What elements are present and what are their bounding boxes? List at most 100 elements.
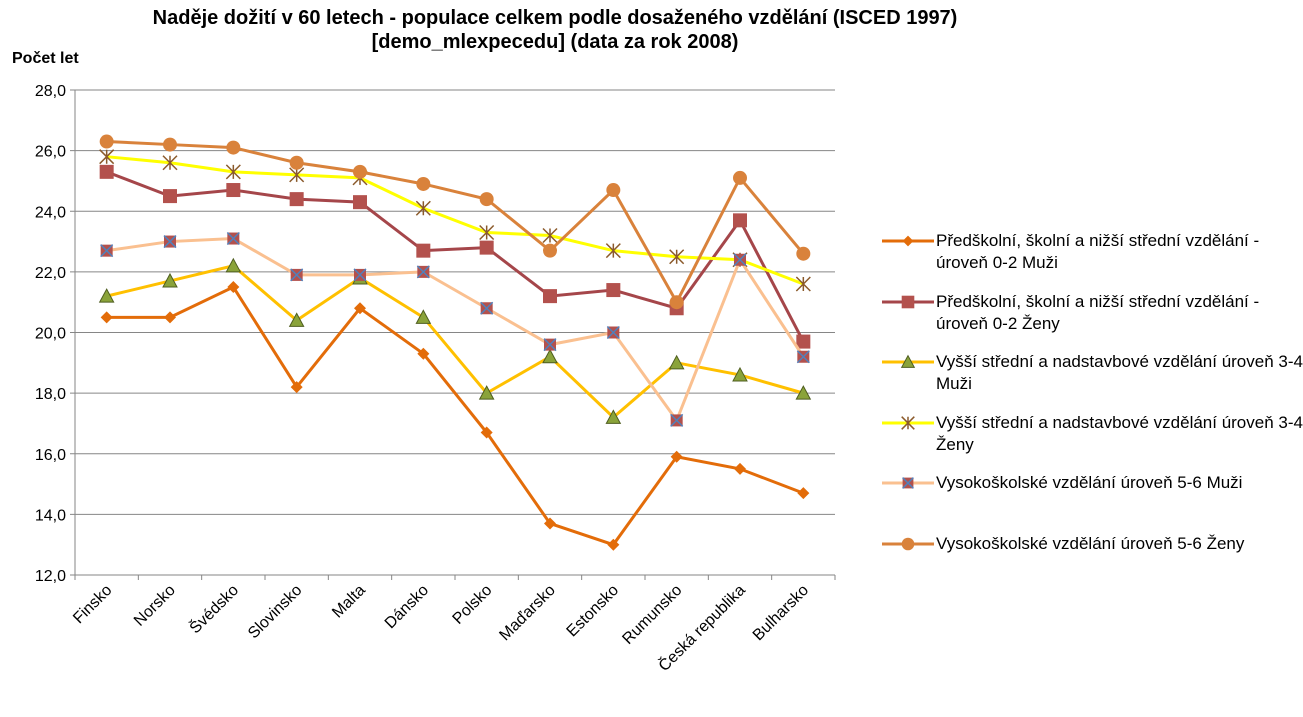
marker (902, 477, 914, 489)
marker (163, 137, 177, 152)
marker (902, 235, 914, 247)
legend: Předškolní, školní a nižší střední vzděl… (880, 230, 1303, 593)
marker-shape (478, 385, 495, 400)
marker (479, 240, 494, 255)
marker-shape (607, 538, 620, 551)
marker-shape (100, 244, 114, 258)
marker (288, 312, 305, 327)
marker (354, 302, 366, 315)
marker (480, 301, 494, 315)
marker (543, 338, 557, 352)
series-line (106, 285, 804, 547)
y-axis-label: Počet let (12, 50, 79, 67)
y-tick-label: 22,0 (35, 265, 66, 282)
legend-item: Vyšší střední a nadstavbové vzdělání úro… (880, 412, 1303, 473)
marker-shape (99, 149, 115, 165)
marker (416, 243, 431, 258)
x-tick-label: Polsko (450, 582, 496, 628)
marker (670, 413, 684, 427)
marker-shape (733, 213, 747, 228)
marker (901, 295, 915, 308)
marker (162, 272, 178, 288)
marker (605, 243, 621, 259)
y-tick-label: 16,0 (35, 447, 66, 464)
legend-label: Vyšší střední a nadstavbové vzdělání úro… (936, 352, 1303, 393)
legend-swatch (882, 415, 934, 430)
marker-shape (225, 164, 241, 180)
marker-shape (606, 183, 621, 198)
series-line (106, 264, 804, 420)
legend-item: Předškolní, školní a nižší střední vzděl… (880, 291, 1303, 352)
marker (164, 311, 176, 324)
legend-swatch (882, 537, 934, 550)
marker-shape (795, 276, 811, 292)
marker-shape (670, 450, 683, 463)
marker-shape (162, 155, 178, 171)
marker (797, 487, 810, 500)
marker-shape (670, 413, 684, 427)
marker-shape (290, 268, 304, 282)
x-tick-label: Malta (329, 582, 369, 622)
legend-label: Vysokoškolské vzdělání úroveň 5-6 Muži (936, 473, 1243, 492)
marker (416, 265, 430, 279)
marker (163, 189, 177, 204)
marker-shape (226, 140, 241, 155)
marker-shape (416, 176, 431, 191)
marker-shape (417, 347, 430, 360)
marker (163, 235, 177, 249)
marker (544, 517, 556, 530)
marker (100, 311, 113, 324)
marker (901, 537, 915, 550)
marker-shape (288, 312, 305, 327)
marker-shape (795, 385, 812, 400)
series-line (106, 170, 805, 343)
marker-shape (605, 409, 622, 424)
marker (606, 325, 620, 340)
marker-shape (163, 189, 177, 204)
marker (353, 164, 367, 179)
x-tick-label: Maďarsko (496, 582, 558, 644)
marker (734, 462, 746, 475)
y-tick-label: 18,0 (35, 386, 66, 403)
marker (353, 195, 367, 210)
legend-swatch (882, 354, 934, 368)
legend-swatch (882, 235, 934, 247)
marker (417, 347, 430, 360)
marker (415, 200, 431, 216)
marker (227, 281, 240, 294)
marker (543, 289, 557, 304)
y-tick-label: 12,0 (35, 568, 66, 585)
marker-shape (289, 167, 305, 183)
marker-shape (225, 257, 242, 273)
series-line (106, 237, 805, 424)
legend-label: Vysokoškolské vzdělání úroveň 5-6 Ženy (936, 533, 1245, 553)
y-tick-label: 24,0 (35, 204, 66, 221)
marker-shape (162, 272, 178, 288)
marker-shape (415, 309, 432, 324)
x-tick-label: Slovinsko (245, 582, 306, 643)
marker-shape (733, 170, 747, 185)
marker (669, 295, 684, 310)
marker (289, 192, 304, 207)
legend-swatch (882, 477, 934, 489)
legend-item: Vysokoškolské vzdělání úroveň 5-6 Muži (880, 472, 1303, 533)
marker-shape (733, 253, 747, 267)
x-tick-label: Estonsko (564, 582, 623, 641)
x-tick-label: Bulharsko (750, 582, 812, 644)
marker-shape (479, 224, 495, 240)
marker (479, 192, 494, 207)
marker-shape (100, 311, 113, 324)
marker (289, 167, 305, 183)
marker-shape (353, 164, 367, 179)
marker (542, 227, 558, 244)
marker-shape (415, 200, 431, 216)
marker-shape (542, 227, 558, 244)
legend-label: Předškolní, školní a nižší střední vzděl… (936, 291, 1260, 333)
marker (226, 183, 241, 198)
marker-shape (797, 487, 810, 500)
marker (100, 244, 114, 258)
marker (795, 276, 811, 292)
marker (289, 155, 304, 170)
marker-shape (902, 235, 914, 247)
